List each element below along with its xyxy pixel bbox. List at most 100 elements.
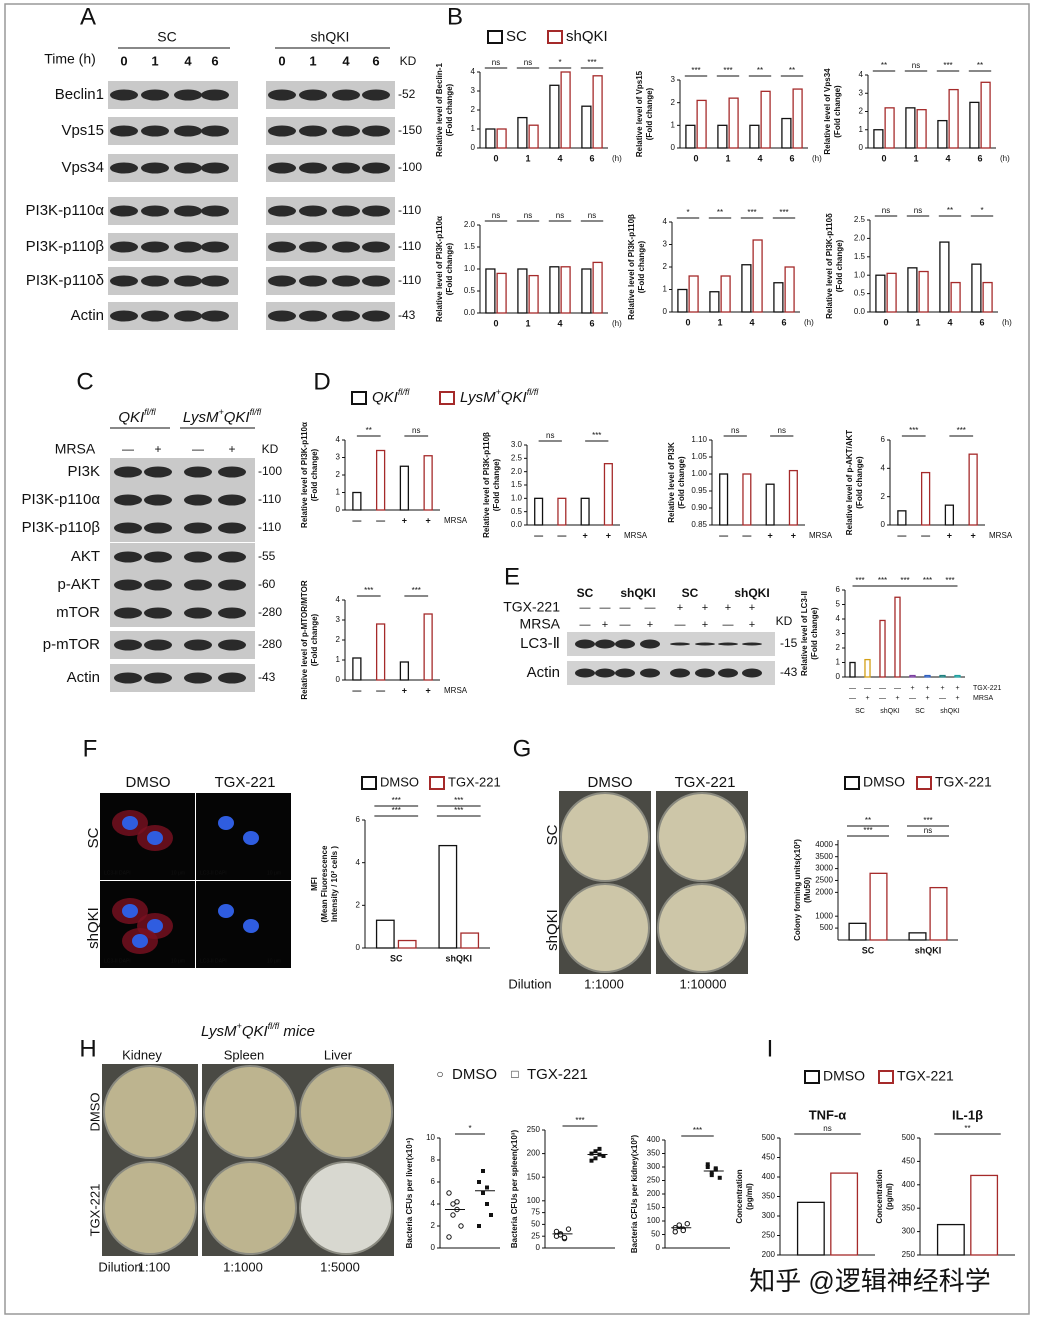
y-axis-label: MFI — [310, 877, 319, 891]
data-point — [589, 1158, 594, 1163]
kd-label: -110 — [398, 239, 421, 253]
legend-swatch — [361, 776, 377, 790]
blot-row-label: Actin — [71, 307, 104, 324]
x-tick-label: — — [557, 530, 566, 540]
x-tick-label: SC — [390, 953, 403, 963]
y-tick-label: 1.5 — [464, 242, 476, 251]
y-tick-label: 150 — [647, 1203, 661, 1212]
bar — [920, 471, 931, 526]
x-tick-label: 6 — [589, 153, 594, 163]
significance-label: *** — [747, 208, 756, 217]
y-tick-label: 3 — [336, 615, 341, 624]
bar — [752, 239, 763, 313]
sign: — — [645, 602, 656, 614]
stain-label: LC3-II DAPI — [200, 958, 227, 964]
bar — [749, 124, 760, 149]
bar — [557, 497, 567, 526]
significance-label: ** — [977, 61, 983, 70]
blot-band — [670, 642, 690, 646]
blot-band — [695, 642, 715, 646]
blot-band — [640, 668, 660, 678]
x-tick-label: — — [742, 530, 751, 540]
blot-band — [218, 494, 246, 506]
x-axis-label: (h) — [812, 154, 822, 163]
chart-title: IL-1β — [952, 1107, 983, 1122]
blot-band — [218, 672, 246, 684]
blot-band — [174, 241, 202, 253]
bar — [936, 1223, 965, 1256]
stain-label: LC3-II DAPI — [200, 870, 227, 876]
kd-label: -15 — [780, 636, 798, 650]
y-tick-label: 0.5 — [511, 507, 523, 516]
data-point — [593, 1149, 598, 1154]
group-label: shQKI — [620, 586, 655, 600]
x-tick-label: + — [425, 685, 430, 695]
text-part: LysM — [201, 1023, 237, 1040]
blot-band — [615, 668, 635, 678]
significance-label: *** — [943, 61, 952, 70]
y-axis-label: Relative level of PI3K-p110β — [627, 214, 636, 320]
row-label: TGX-221 — [503, 599, 560, 615]
significance-label: *** — [957, 426, 966, 435]
y-tick-label: 0.5 — [854, 289, 866, 298]
y-tick-label: 0.85 — [691, 520, 707, 529]
row-label: MRSA — [520, 616, 561, 632]
y-tick-label: 6 — [836, 585, 841, 594]
x-tick-label: 0 — [881, 153, 886, 163]
bar — [897, 510, 907, 526]
sign: — — [864, 685, 871, 692]
y-tick-label: 2500 — [815, 876, 833, 885]
legend-label: QKIfl/fl — [372, 387, 410, 406]
kd-label: -43 — [398, 308, 416, 322]
row-label: TGX-221 — [973, 685, 1002, 692]
x-tick-label: 4 — [945, 153, 950, 163]
y-tick-label: 2 — [836, 643, 841, 652]
y-tick-label: 1.0 — [511, 493, 523, 502]
blot-band — [268, 310, 296, 322]
x-axis-label: MRSA — [624, 531, 648, 540]
significance-label: ns — [546, 431, 554, 440]
blot-band — [184, 607, 212, 619]
x-tick-label: + — [947, 530, 952, 540]
y-tick-label: 0 — [356, 943, 361, 952]
significance-label: *** — [454, 806, 463, 815]
x-tick-label: + — [402, 685, 407, 695]
significance-label: ns — [492, 58, 500, 67]
significance-label: ns — [492, 211, 500, 220]
y-tick-label: 350 — [762, 1192, 776, 1201]
kd-header: KD — [262, 442, 279, 456]
kd-label: -43 — [780, 665, 798, 679]
column-label: Kidney — [122, 1047, 162, 1062]
column-label: DMSO — [126, 774, 171, 791]
blot-band — [201, 275, 229, 287]
y-tick-label: 8 — [431, 1155, 436, 1164]
blot-band — [114, 607, 142, 619]
legend-label: DMSO — [863, 774, 905, 790]
y-tick-label: 450 — [902, 1157, 916, 1166]
bar — [796, 1201, 825, 1256]
legend-label: LysM+QKIfl/fl — [460, 387, 539, 406]
nucleus — [218, 816, 234, 830]
bar — [830, 1172, 859, 1256]
y-tick-label: 3 — [836, 629, 841, 638]
y-tick-label: 4 — [431, 1199, 436, 1208]
significance-label: ns — [524, 58, 532, 67]
blot-band — [595, 668, 615, 678]
blot-band — [174, 125, 202, 137]
data-point — [477, 1180, 481, 1184]
time-value: 4 — [342, 53, 350, 68]
kd-label: -55 — [258, 549, 276, 563]
blot-band — [218, 551, 246, 563]
bar — [848, 922, 867, 941]
bar — [765, 483, 775, 526]
bar — [717, 124, 728, 149]
y-tick-label: 3 — [336, 453, 341, 462]
y-tick-label: 200 — [647, 1189, 661, 1198]
y-tick-label: 1 — [859, 125, 864, 134]
blot-band — [332, 162, 360, 174]
kd-label: -43 — [258, 670, 276, 684]
significance-label: *** — [855, 576, 864, 585]
legend-label: DMSO — [823, 1068, 865, 1084]
significance-label: * — [980, 206, 983, 215]
group-label: shQKI — [940, 708, 960, 715]
